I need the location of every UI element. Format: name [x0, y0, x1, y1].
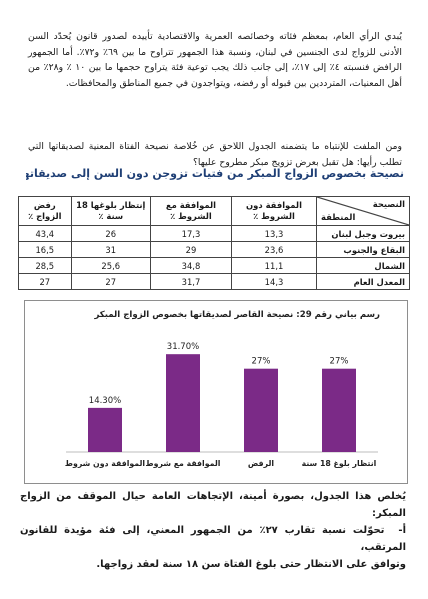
- bar-3: [322, 368, 356, 452]
- table-row: الشمال 11,1 34,8 25,6 28,5: [18, 257, 410, 274]
- bar-0: [88, 407, 122, 452]
- row-region: بيروت وجبل لبنان: [316, 225, 410, 242]
- category-label-1: الموافقة مع شروط: [146, 459, 221, 468]
- table-cell: 14,3: [231, 273, 317, 290]
- table-cell: 27: [18, 273, 72, 290]
- bar-1: [166, 354, 200, 452]
- table-cell: 11,1: [231, 257, 317, 274]
- bar-2: [244, 368, 278, 452]
- bar-chart: 14.30% الموافقة دون شروط 31.70% الموافقة مع…: [65, 342, 378, 469]
- advice-table: النصيحة المنطقة الموافقة دون الشروط ٪ ال…: [18, 196, 410, 290]
- data-label-1: 31.70%: [167, 342, 199, 352]
- data-label-2: 27%: [252, 357, 271, 367]
- table-cell: 34,8: [149, 257, 233, 274]
- table-row: البقاع والجنوب 23,6 29 31 16,5: [18, 241, 410, 258]
- table-cell: 27: [70, 273, 151, 290]
- table-row: المعدل العام 14,3 31,7 27 27: [18, 273, 410, 290]
- conclusion-paragraph: يُخلص هذا الجدول، بصورة أمينة، الإتجاهات…: [20, 488, 406, 570]
- table-cell: 16,5: [18, 241, 72, 258]
- row-region: الشمال: [316, 257, 410, 274]
- conclusion-line-2: أ-تحوّلت نسبة تقارب ٢٧٪ من الجمهور المعن…: [20, 522, 406, 556]
- category-label-2: الرفض: [248, 459, 275, 469]
- intro-paragraph: يُبدي الرأي العام، بمعظم فئاته وخصائصه ا…: [28, 31, 402, 90]
- corner-bottom-label: المنطقة: [321, 212, 356, 222]
- table-cell: 17,3: [149, 225, 233, 242]
- table-cell: 31,7: [149, 273, 233, 290]
- col-header-unconditional: الموافقة دون الشروط ٪: [231, 196, 317, 226]
- chart-title: رسم بياني رقم 29: نصيحة القاصر لصديقاتها…: [94, 310, 380, 320]
- table-cell: 31: [70, 241, 151, 258]
- col-header-refuse: رفض الزواج ٪: [18, 196, 72, 226]
- table-cell: 26: [70, 225, 151, 242]
- table-cell: 28,5: [18, 257, 72, 274]
- table-cell: 23,6: [231, 241, 317, 258]
- table-row: بيروت وجبل لبنان 13,3 17,3 26 43,4: [18, 225, 410, 242]
- table-cell: 29: [149, 241, 233, 258]
- table-cell: 25,6: [70, 257, 151, 274]
- category-label-0: الموافقة دون شروط: [65, 459, 146, 468]
- corner-top-label: النصيحة: [372, 199, 405, 209]
- col-header-conditional: الموافقة مع الشروط ٪: [149, 196, 233, 226]
- col-header-wait-18: إنتظار بلوغها 18 سنة ٪: [70, 196, 151, 226]
- list-marker: أ-: [398, 525, 406, 536]
- row-region: البقاع والجنوب: [316, 241, 410, 258]
- conclusion-line-1: يُخلص هذا الجدول، بصورة أمينة، الإتجاهات…: [20, 491, 406, 519]
- category-label-3: انتظار بلوغ 18 سنة: [302, 459, 377, 468]
- data-label-0: 14.30%: [89, 396, 121, 406]
- table-cell: 13,3: [231, 225, 317, 242]
- table-cell: 43,4: [18, 225, 72, 242]
- table-corner-cell: النصيحة المنطقة: [316, 196, 410, 226]
- table-intro-paragraph: ومن الملفت للإنتباه ما يتضمنه الجدول الل…: [28, 141, 402, 168]
- table-header-row: النصيحة المنطقة الموافقة دون الشروط ٪ ال…: [18, 196, 410, 226]
- conclusion-line-3: وتوافق على الانتظار حتى بلوغ الفتاة سن ١…: [96, 559, 406, 570]
- data-label-3: 27%: [330, 357, 349, 367]
- diagonal-divider: [317, 197, 409, 225]
- row-region: المعدل العام: [316, 273, 410, 290]
- section-heading: نصيحة بخصوص الزواج المبكر من فتيات تزوجن…: [26, 167, 404, 180]
- conclusion-text-2: تحوّلت نسبة تقارب ٢٧٪ من الجمهور المعني،…: [20, 525, 406, 553]
